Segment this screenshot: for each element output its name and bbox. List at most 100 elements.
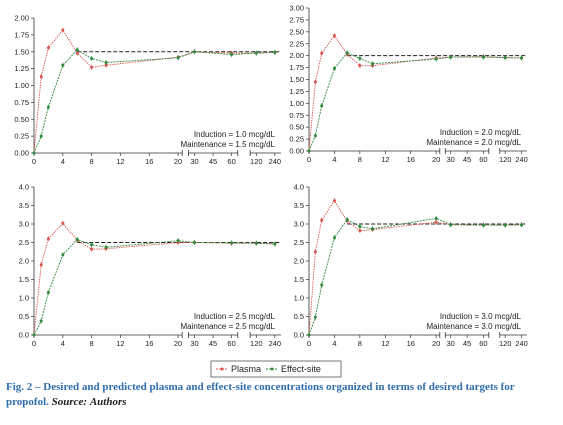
plasma-point bbox=[61, 221, 65, 225]
x-tick-label: 12 bbox=[381, 339, 389, 348]
effect-site-point bbox=[371, 62, 375, 66]
plasma-point bbox=[358, 229, 362, 233]
y-tick-label: 1.0 bbox=[19, 294, 29, 303]
caption-label: Fig. 2 bbox=[6, 381, 33, 393]
y-tick-label: 0.50 bbox=[14, 115, 29, 124]
effect-site-point bbox=[503, 56, 507, 60]
x-tick-label: 240 bbox=[515, 339, 528, 348]
x-tick-label: 4 bbox=[332, 339, 336, 348]
effect-site-point bbox=[39, 134, 43, 138]
effect-site-point bbox=[332, 236, 336, 240]
effect-site-point bbox=[434, 216, 438, 220]
effect-site-point bbox=[358, 225, 362, 229]
plasma-point bbox=[90, 247, 94, 251]
effect-site-point bbox=[371, 227, 375, 231]
effect-site-point bbox=[75, 48, 79, 52]
y-tick-label: 3.0 bbox=[19, 220, 29, 229]
panel-4: 0.0 0.5 1.0 1.5 2.0 2.5 3.0 3.5 4.0 0 4 8 12 16 20 30 45… bbox=[294, 183, 528, 349]
panel-3: 0.0 0.5 1.0 1.5 2.0 2.5 3.0 3.5 4.0 0 4 8 12 16 20 30 45… bbox=[19, 183, 282, 349]
x-tick-label: 16 bbox=[407, 339, 415, 348]
panel-annotation: Maintenance = 2.0 mcg/dL bbox=[426, 138, 521, 147]
panel-annotation: Induction = 1.0 mcg/dL bbox=[194, 130, 276, 139]
y-tick-label: 0.25 bbox=[14, 132, 29, 141]
legend-effect-site-marker bbox=[270, 367, 274, 371]
x-tick-label: 8 bbox=[90, 339, 94, 348]
x-tick-label: 16 bbox=[145, 339, 153, 348]
panel-annotation: Induction = 3.0 mcg/dL bbox=[440, 312, 522, 321]
effect-site-point bbox=[254, 241, 258, 245]
effect-site-point bbox=[358, 57, 362, 61]
effect-site-point bbox=[32, 333, 36, 337]
x-tick-label: 45 bbox=[463, 155, 471, 164]
effect-site-point bbox=[520, 223, 524, 227]
x-tick-label: 120 bbox=[499, 155, 512, 164]
y-tick-label: 2.00 bbox=[289, 51, 304, 60]
x-tick-label: 240 bbox=[515, 155, 528, 164]
y-tick-label: 3.5 bbox=[19, 201, 29, 210]
x-tick-label: 12 bbox=[381, 155, 389, 164]
effect-site-point bbox=[61, 63, 65, 67]
x-tick-label: 120 bbox=[250, 157, 263, 166]
legend: Plasma Effect-site bbox=[210, 360, 342, 378]
plasma-point bbox=[61, 28, 65, 32]
x-tick-label: 20 bbox=[432, 155, 440, 164]
x-tick-label: 0 bbox=[307, 339, 311, 348]
effect-site-point bbox=[320, 104, 324, 108]
x-tick-label: 30 bbox=[190, 157, 198, 166]
effect-site-point bbox=[320, 283, 324, 287]
plasma-point bbox=[39, 75, 43, 79]
y-tick-label: 0.00 bbox=[14, 149, 29, 158]
effect-site-point bbox=[313, 134, 317, 138]
y-tick-label: 1.25 bbox=[289, 87, 304, 96]
y-tick-label: 2.5 bbox=[19, 238, 29, 247]
y-tick-label: 0.0 bbox=[294, 331, 304, 340]
effect-site-line bbox=[308, 52, 522, 152]
effect-site-point bbox=[273, 50, 277, 54]
y-tick-label: 0.5 bbox=[19, 312, 29, 321]
effect-site-point bbox=[46, 290, 50, 294]
y-tick-label: 2.00 bbox=[14, 14, 29, 23]
effect-site-point bbox=[104, 61, 108, 65]
y-tick-label: 2.0 bbox=[19, 257, 29, 266]
effect-site-point bbox=[176, 239, 180, 243]
panel-annotation: Induction = 2.5 mcg/dL bbox=[194, 312, 276, 321]
x-tick-label: 0 bbox=[32, 339, 36, 348]
x-tick-label: 8 bbox=[90, 157, 94, 166]
x-tick-label: 0 bbox=[32, 157, 36, 166]
plasma-point bbox=[320, 51, 324, 55]
x-tick-label: 30 bbox=[447, 339, 455, 348]
effect-site-point bbox=[46, 105, 50, 109]
effect-site-line bbox=[33, 238, 275, 336]
x-tick-label: 120 bbox=[250, 339, 263, 348]
panel-1: 0.00 0.25 0.50 0.75 1.00 1.25 1.50 1.75 2.00 0 4 8 1… bbox=[14, 14, 281, 167]
x-tick-label: 60 bbox=[479, 339, 487, 348]
plasma-point bbox=[75, 51, 79, 55]
effect-site-point bbox=[230, 241, 234, 245]
effect-site-point bbox=[434, 57, 438, 61]
x-tick-label: 30 bbox=[190, 339, 198, 348]
panel-annotation: Maintenance = 3.0 mcg/dL bbox=[426, 322, 521, 331]
plasma-point bbox=[332, 199, 336, 203]
effect-site-point bbox=[503, 223, 507, 227]
plasma-point bbox=[39, 263, 43, 267]
x-tick-label: 8 bbox=[358, 339, 362, 348]
effect-site-point bbox=[32, 151, 36, 155]
x-tick-label: 16 bbox=[407, 155, 415, 164]
x-tick-label: 12 bbox=[116, 157, 124, 166]
y-tick-label: 2.50 bbox=[289, 27, 304, 36]
plasma-point bbox=[46, 237, 50, 241]
caption-source-value: Authors bbox=[89, 396, 127, 408]
y-tick-label: 0.50 bbox=[289, 123, 304, 132]
effect-site-point bbox=[254, 51, 258, 55]
y-tick-label: 2.5 bbox=[294, 238, 304, 247]
effect-site-point bbox=[481, 223, 485, 227]
panel-2: 0.00 0.25 0.50 0.75 1.00 1.25 1.50 1.75 2.00 2.25… bbox=[289, 4, 527, 165]
y-tick-label: 0.75 bbox=[14, 98, 29, 107]
effect-site-point bbox=[39, 319, 43, 323]
x-tick-label: 120 bbox=[499, 339, 512, 348]
y-tick-label: 3.00 bbox=[289, 4, 304, 13]
y-tick-label: 0.0 bbox=[19, 331, 29, 340]
plasma-point bbox=[46, 46, 50, 50]
y-tick-label: 0.00 bbox=[289, 147, 304, 156]
